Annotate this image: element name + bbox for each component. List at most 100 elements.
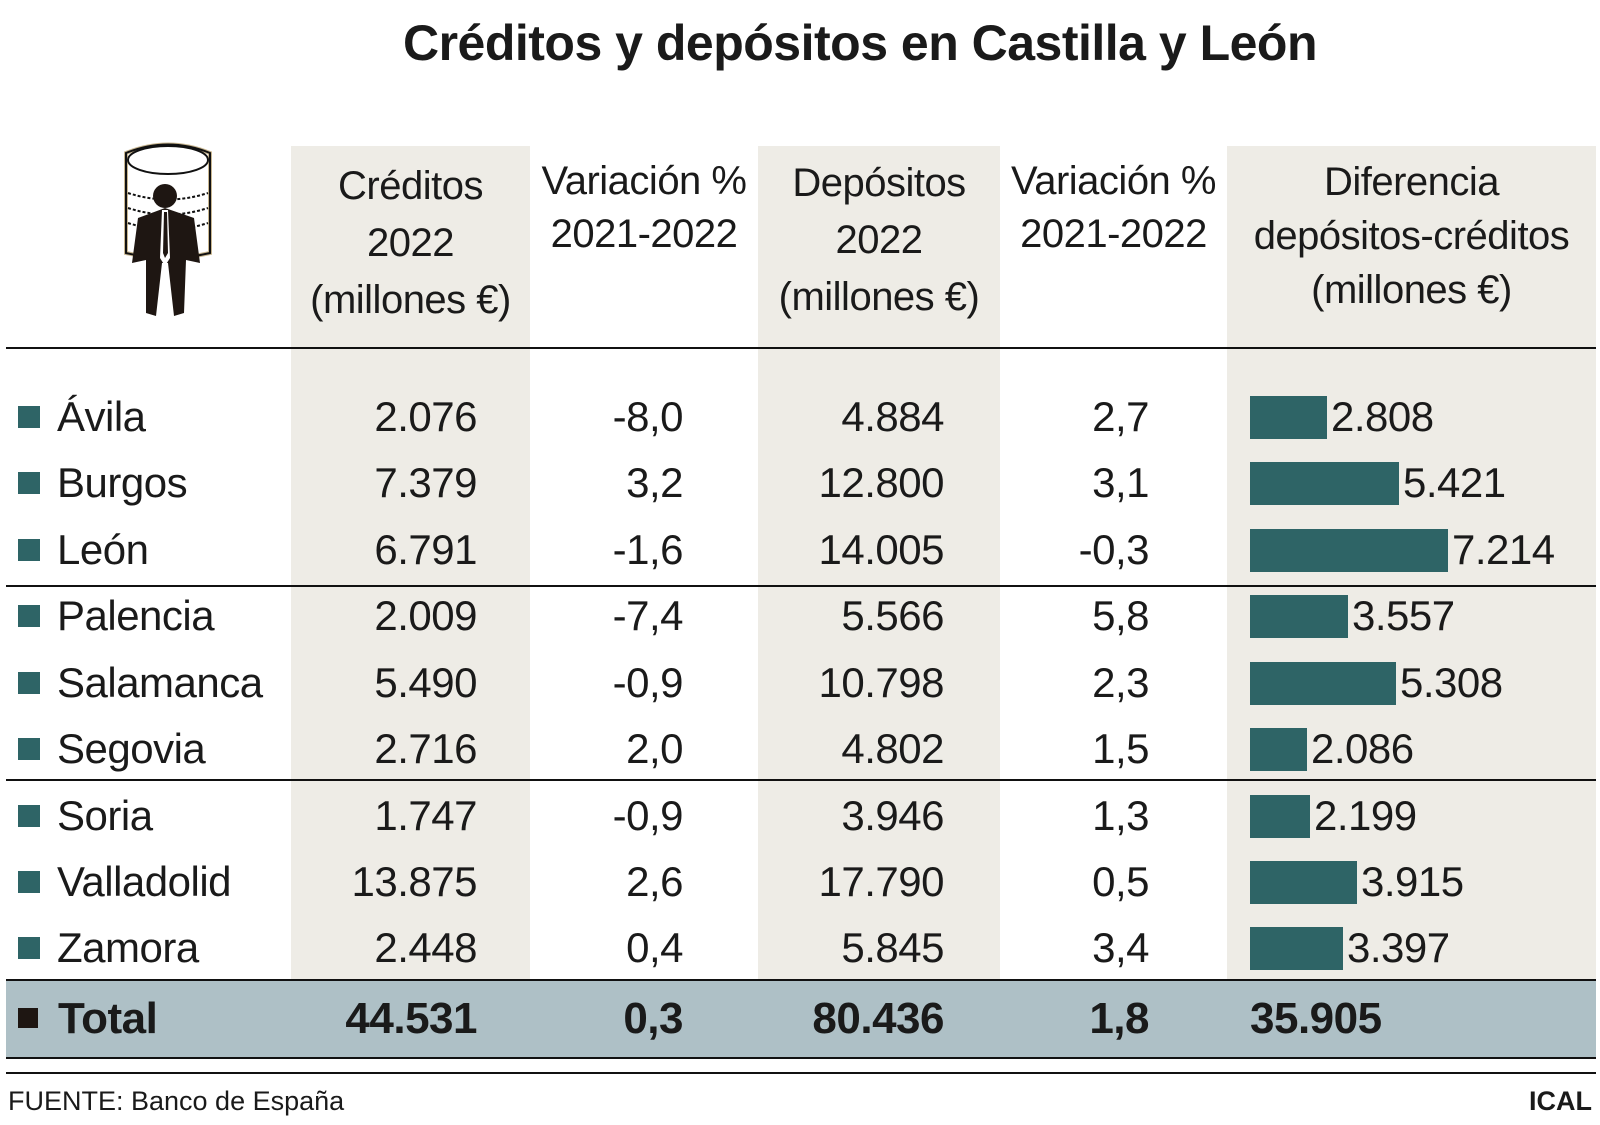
province-square-icon	[18, 672, 40, 694]
header-variacion-creditos: Variación % 2021-2022	[530, 155, 758, 261]
province-square-icon	[18, 871, 40, 893]
creditos-value: 6.791	[374, 526, 477, 573]
diferencia-label: 2.199	[1314, 792, 1417, 839]
var-depositos-value: 3,4	[1092, 924, 1149, 971]
var-creditos-value: 2,0	[626, 725, 683, 772]
header-line: 2021-2022	[550, 212, 738, 256]
province-square-icon	[18, 605, 40, 627]
var-creditos-value: 0,4	[626, 924, 683, 971]
total-depositos: 80.436	[812, 994, 944, 1043]
province-square-icon	[18, 472, 40, 494]
var-depositos-value: 2,3	[1092, 659, 1149, 706]
creditos-value: 2.009	[374, 592, 477, 639]
province-square-icon	[18, 539, 40, 561]
province-name: Palencia	[57, 592, 215, 639]
depositos-value: 3.946	[841, 792, 944, 839]
header-diferencia: Diferencia depósitos-créditos (millones …	[1227, 155, 1596, 317]
total-top-rule	[6, 979, 1596, 981]
table-row: Burgos 7.379 3,2 12.800 3,1 5.421	[0, 450, 1600, 516]
header-line: Créditos	[338, 164, 483, 208]
province-square-icon	[18, 738, 40, 760]
province-name: Salamanca	[57, 659, 263, 706]
header-line: Variación %	[541, 159, 747, 203]
agency-credit: ICAL	[1529, 1086, 1592, 1116]
total-var-creditos: 0,3	[623, 994, 683, 1043]
var-creditos-value: -1,6	[612, 526, 684, 573]
diferencia-bar	[1250, 795, 1310, 838]
depositos-value: 5.566	[841, 592, 944, 639]
depositos-value: 4.802	[841, 725, 944, 772]
header-line: (millones €)	[778, 275, 980, 319]
header-line: depósitos-créditos	[1253, 214, 1570, 258]
header-line: Diferencia	[1323, 160, 1500, 204]
var-creditos-value: 3,2	[626, 459, 683, 506]
diferencia-bar	[1250, 529, 1448, 572]
creditos-value: 5.490	[374, 659, 477, 706]
diferencia-bar	[1250, 662, 1396, 705]
var-creditos-value: -8,0	[612, 393, 684, 440]
province-name: Soria	[57, 792, 153, 839]
total-var-depositos: 1,8	[1089, 994, 1149, 1043]
table-row: Palencia 2.009 -7,4 5.566 5,8 3.557	[0, 583, 1600, 649]
table-row: León 6.791 -1,6 14.005 -0,3 7.214	[0, 517, 1600, 583]
depositos-value: 5.845	[841, 924, 944, 971]
header-line: 2022	[367, 221, 454, 265]
businessman-with-coin-stack-icon	[124, 142, 212, 316]
chart-title: Créditos y depósitos en Castilla y León	[402, 15, 1318, 71]
var-depositos-value: 1,5	[1092, 725, 1149, 772]
header-line: (millones €)	[1311, 268, 1512, 312]
source-note: FUENTE: Banco de España	[8, 1086, 345, 1116]
header-line: 2021-2022	[1020, 212, 1207, 256]
province-name: Ávila	[57, 393, 146, 440]
var-depositos-value: 3,1	[1092, 459, 1149, 506]
var-depositos-value: 2,7	[1092, 393, 1149, 440]
creditos-value: 2.076	[374, 393, 477, 440]
table-row: Zamora 2.448 0,4 5.845 3,4 3.397	[0, 915, 1600, 981]
total-bottom-rule	[6, 1057, 1596, 1059]
var-depositos-value: -0,3	[1078, 526, 1150, 573]
total-creditos: 44.531	[345, 994, 477, 1043]
depositos-value: 17.790	[818, 858, 945, 905]
depositos-value: 10.798	[818, 659, 945, 706]
province-name: Valladolid	[57, 858, 232, 905]
var-depositos-value: 5,8	[1092, 592, 1149, 639]
diferencia-label: 5.421	[1403, 459, 1506, 506]
province-name: Burgos	[57, 459, 188, 506]
group-separator	[6, 779, 1596, 781]
depositos-value: 14.005	[818, 526, 945, 573]
diferencia-bar	[1250, 927, 1343, 970]
diferencia-label: 5.308	[1400, 659, 1503, 706]
province-square-icon	[18, 937, 40, 959]
creditos-value: 2.448	[374, 924, 477, 971]
diferencia-bar	[1250, 861, 1357, 904]
creditos-value: 13.875	[351, 858, 478, 905]
depositos-column-shade	[758, 146, 1000, 980]
province-square-icon	[18, 406, 40, 428]
diferencia-label: 2.086	[1311, 725, 1414, 772]
diferencia-bar	[1250, 396, 1327, 439]
diferencia-label: 2.808	[1331, 393, 1434, 440]
creditos-value: 1.747	[374, 792, 477, 839]
table-row: Ávila 2.076 -8,0 4.884 2,7 2.808	[0, 384, 1600, 450]
header-line: (millones €)	[310, 278, 511, 322]
var-creditos-value: -0,9	[612, 792, 684, 839]
table-row: Soria 1.747 -0,9 3.946 1,3 2.199	[0, 783, 1600, 849]
footer-rule	[6, 1072, 1596, 1074]
header-variacion-depositos: Variación % 2021-2022	[1000, 155, 1227, 261]
diferencia-bar	[1250, 595, 1348, 638]
diferencia-bar	[1250, 728, 1307, 771]
group-separator	[6, 585, 1596, 587]
diferencia-bar	[1250, 462, 1399, 505]
header-line: 2022	[835, 218, 923, 262]
depositos-value: 12.800	[818, 459, 945, 506]
total-row: Total 44.531 0,3 80.436 1,8 35.905	[6, 981, 1596, 1057]
total-label: Total	[58, 994, 158, 1043]
var-depositos-value: 0,5	[1092, 858, 1149, 905]
var-creditos-value: -7,4	[612, 592, 684, 639]
diferencia-label: 3.915	[1361, 858, 1464, 905]
province-name: León	[57, 526, 149, 573]
table-row: Segovia 2.716 2,0 4.802 1,5 2.086	[0, 716, 1600, 782]
province-name: Zamora	[57, 924, 199, 971]
creditos-value: 2.716	[374, 725, 477, 772]
diferencia-label: 3.397	[1347, 924, 1450, 971]
